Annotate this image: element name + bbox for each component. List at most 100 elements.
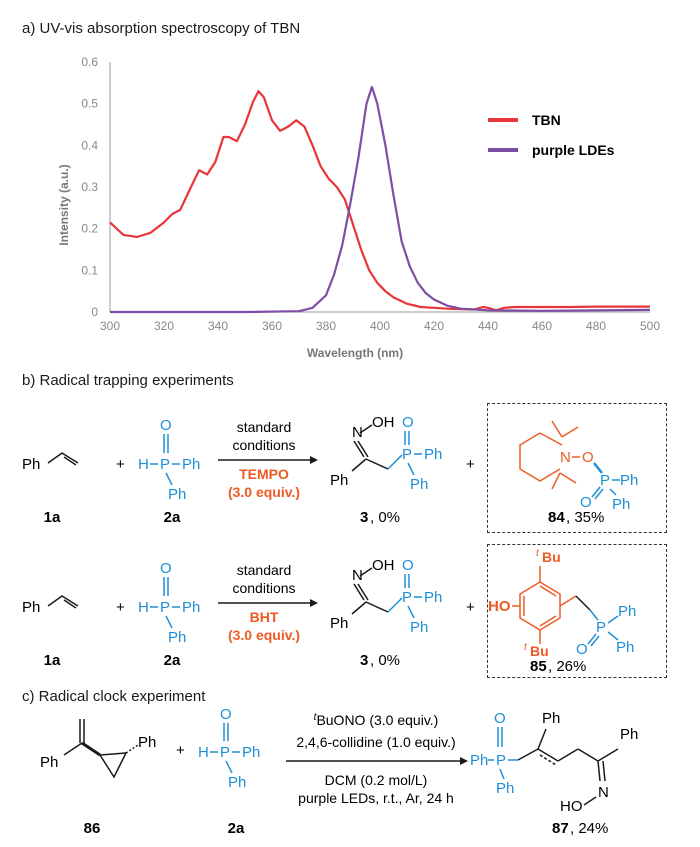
y-axis-label: Intensity (a.u.) bbox=[57, 164, 71, 245]
x-tick-label: 300 bbox=[100, 319, 120, 333]
condition-tbuono: tBuONO (3.0 equiv.) bbox=[314, 712, 439, 728]
x-tick-label: 480 bbox=[586, 319, 606, 333]
svg-text:Ph: Ph bbox=[410, 619, 428, 636]
label-2a: 2a bbox=[228, 820, 245, 837]
y-tick-label: 0.4 bbox=[81, 138, 98, 152]
y-tick-label: 0.5 bbox=[81, 97, 98, 111]
x-tick-label: 420 bbox=[424, 319, 444, 333]
svg-text:P: P bbox=[160, 456, 170, 473]
svg-text:O: O bbox=[160, 560, 172, 577]
label-87: 87 bbox=[552, 820, 569, 837]
x-tick-label: 440 bbox=[478, 319, 498, 333]
series-line-purple-ldes bbox=[110, 85, 651, 314]
svg-text:Bu: Bu bbox=[542, 549, 561, 565]
uv-vis-chart: 300 320 340 360 380 400 420 440 460 480 500 0 0.1 0.2… bbox=[57, 55, 660, 360]
trap-85-box bbox=[487, 544, 667, 678]
svg-text:N: N bbox=[352, 567, 363, 584]
diphenylphosphine-oxide-structure: O H P Ph Ph bbox=[198, 707, 260, 791]
condition-collidine: 2,4,6-collidine (1.0 equiv.) bbox=[296, 734, 455, 750]
condition-standard: standard bbox=[237, 419, 291, 435]
svg-text:N: N bbox=[352, 424, 363, 441]
oxime-product-structure: OH N Ph P O Ph Ph bbox=[330, 557, 442, 636]
diphenylphosphine-oxide-structure: O H P Ph Ph bbox=[138, 417, 200, 503]
svg-text:OH: OH bbox=[372, 557, 395, 574]
styrene-structure: Ph bbox=[22, 595, 79, 616]
additive-amount: (3.0 equiv.) bbox=[228, 484, 300, 500]
plus-sign: + bbox=[116, 599, 125, 616]
additive-bht: BHT bbox=[250, 609, 279, 625]
plus-sign: + bbox=[116, 456, 125, 473]
x-tick-label: 400 bbox=[370, 319, 390, 333]
series-line-tbn bbox=[109, 90, 650, 312]
x-tick-label: 360 bbox=[262, 319, 282, 333]
svg-text:O: O bbox=[580, 494, 592, 511]
svg-text:Ph: Ph bbox=[182, 456, 200, 473]
ring-opened-product-structure: O Ph P Ph Ph Ph N HO bbox=[470, 710, 638, 815]
label-1a: 1a bbox=[44, 652, 61, 669]
svg-text:O: O bbox=[576, 641, 588, 658]
svg-text:H: H bbox=[138, 456, 149, 473]
trapping-row-tempo: Ph 1a + O H P Ph Ph 2a standard conditio… bbox=[22, 414, 638, 526]
x-tick-label: 340 bbox=[208, 319, 228, 333]
svg-text:Ph: Ph bbox=[612, 496, 630, 513]
label-85: 85 bbox=[530, 658, 547, 675]
svg-text:P: P bbox=[220, 744, 230, 761]
yield-3: , 0% bbox=[370, 652, 400, 669]
svg-text:N: N bbox=[598, 784, 609, 801]
plus-sign: + bbox=[176, 742, 185, 759]
svg-text:Ph: Ph bbox=[496, 780, 514, 797]
x-tick-label: 380 bbox=[316, 319, 336, 333]
section-c-title: c) Radical clock experiment bbox=[22, 688, 206, 705]
svg-text:O: O bbox=[402, 414, 414, 431]
svg-text:Ph: Ph bbox=[330, 615, 348, 632]
svg-text:P: P bbox=[600, 472, 610, 489]
label-84: 84 bbox=[548, 509, 565, 526]
svg-text:Ph: Ph bbox=[168, 629, 186, 646]
svg-text:Ph: Ph bbox=[616, 639, 634, 656]
svg-text:Ph: Ph bbox=[40, 754, 58, 771]
yield-85: , 26% bbox=[548, 658, 586, 675]
svg-text:Ph: Ph bbox=[138, 734, 156, 751]
bht-adduct-structure: t Bu t Bu HO P Ph Ph O bbox=[488, 548, 636, 659]
svg-text:O: O bbox=[582, 449, 594, 466]
condition-standard: standard bbox=[237, 562, 291, 578]
svg-text:Ph: Ph bbox=[228, 774, 246, 791]
svg-text:Ph: Ph bbox=[470, 752, 488, 769]
svg-text:O: O bbox=[220, 707, 232, 723]
label-86: 86 bbox=[84, 820, 101, 837]
label-1a: 1a bbox=[44, 509, 61, 526]
svg-text:Ph: Ph bbox=[618, 603, 636, 620]
chart-legend: TBN purple LDEs bbox=[488, 112, 615, 158]
svg-text:t: t bbox=[524, 642, 528, 653]
x-tick-label: 460 bbox=[532, 319, 552, 333]
yield-87: , 24% bbox=[570, 820, 608, 837]
diphenylphosphine-oxide-structure: O H P Ph Ph bbox=[138, 560, 200, 646]
legend-label-tbn: TBN bbox=[532, 112, 561, 128]
svg-text:P: P bbox=[596, 619, 606, 636]
svg-text:HO: HO bbox=[488, 598, 511, 615]
y-tick-label: 0.1 bbox=[81, 263, 98, 277]
trapping-row-bht: Ph 1a + O H P Ph Ph 2a standard conditio… bbox=[22, 548, 636, 675]
svg-text:N: N bbox=[560, 449, 571, 466]
y-tick-label: 0.6 bbox=[81, 55, 98, 69]
svg-text:Ph: Ph bbox=[620, 472, 638, 489]
tempo-adduct-structure: N O P Ph O Ph bbox=[519, 420, 638, 513]
plus-sign: + bbox=[466, 599, 475, 616]
oxime-product-structure: OH N Ph P O Ph Ph bbox=[330, 414, 442, 493]
svg-text:P: P bbox=[402, 446, 412, 463]
svg-text:Ph: Ph bbox=[424, 589, 442, 606]
svg-text:O: O bbox=[402, 557, 414, 574]
cyclopropane-substrate-structure: Ph Ph bbox=[40, 719, 156, 779]
condition-conditions: conditions bbox=[232, 580, 295, 596]
label-3: 3 bbox=[360, 652, 368, 669]
condition-light: purple LEDs, r.t., Ar, 24 h bbox=[298, 790, 454, 806]
svg-text:P: P bbox=[496, 752, 506, 769]
svg-text:Bu: Bu bbox=[530, 643, 549, 659]
svg-text:O: O bbox=[160, 417, 172, 434]
svg-text:HO: HO bbox=[560, 798, 583, 815]
svg-text:P: P bbox=[402, 589, 412, 606]
svg-text:H: H bbox=[138, 599, 149, 616]
radical-clock-scheme: Ph Ph 86 + O H P Ph Ph 2a tBuONO (3.0 eq… bbox=[40, 707, 638, 837]
svg-text:P: P bbox=[160, 599, 170, 616]
x-tick-label: 320 bbox=[154, 319, 174, 333]
